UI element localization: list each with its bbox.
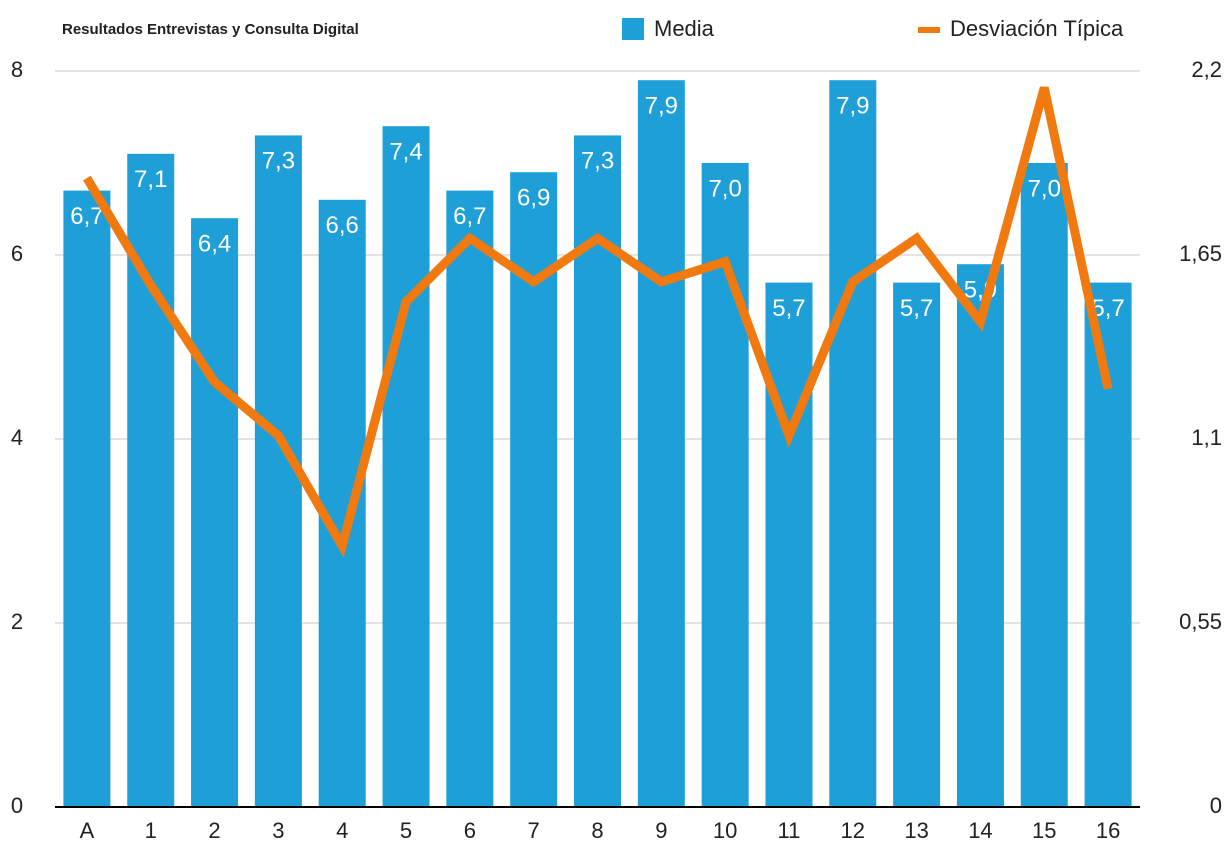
y-tick-label: 6 [11, 241, 23, 266]
y2-tick-label: 1,1 [1191, 425, 1222, 450]
x-tick-label: A [80, 818, 95, 843]
bar [829, 80, 877, 807]
y2-tick-label: 0,55 [1179, 609, 1222, 634]
y-tick-label: 8 [11, 57, 23, 82]
legend-label: Desviación Típica [950, 16, 1124, 41]
bar [63, 190, 111, 808]
data-label: 7,3 [581, 148, 614, 175]
data-label: 6,7 [453, 203, 486, 230]
bar [956, 264, 1004, 807]
chart-title: Resultados Entrevistas y Consulta Digita… [62, 21, 359, 38]
x-tick-label: 12 [841, 818, 865, 843]
data-label: 6,7 [70, 203, 103, 230]
x-tick-label: 2 [208, 818, 220, 843]
y-tick-label: 4 [11, 425, 23, 450]
data-label: 7,1 [134, 166, 167, 193]
data-label: 6,6 [326, 212, 359, 239]
bar [765, 282, 813, 808]
data-label: 7,9 [645, 93, 678, 120]
x-tick-label: 10 [713, 818, 737, 843]
legend-label: Media [654, 16, 715, 41]
x-tick-label: 6 [464, 818, 476, 843]
data-label: 7,9 [836, 93, 869, 120]
x-tick-label: 15 [1032, 818, 1056, 843]
x-tick-label: 11 [778, 818, 801, 843]
data-label: 7,4 [389, 139, 422, 166]
data-label: 6,9 [517, 185, 550, 212]
bar [1020, 163, 1068, 807]
y2-tick-label: 0 [1210, 793, 1222, 818]
bar [893, 282, 941, 808]
x-tick-label: 9 [655, 818, 667, 843]
x-tick-label: 8 [591, 818, 603, 843]
y2-tick-label: 2,2 [1191, 57, 1222, 82]
x-tick-label: 4 [336, 818, 348, 843]
x-tick-label: 16 [1096, 818, 1120, 843]
x-tick-label: 3 [272, 818, 284, 843]
x-tick-label: 14 [968, 818, 992, 843]
bar [1084, 282, 1132, 808]
x-tick-label: 1 [145, 818, 157, 843]
x-tick-label: 7 [528, 818, 540, 843]
bar [637, 80, 685, 807]
bar [446, 190, 494, 808]
x-tick-label: 5 [400, 818, 412, 843]
x-tick-label: 13 [904, 818, 928, 843]
y2-tick-label: 1,65 [1179, 241, 1222, 266]
data-label: 7,3 [262, 148, 295, 175]
data-label: 5,7 [900, 295, 933, 322]
bar [191, 218, 239, 807]
data-label: 7,0 [708, 175, 741, 202]
y-tick-label: 0 [11, 793, 23, 818]
data-label: 5,7 [772, 295, 805, 322]
legend-swatch [622, 18, 644, 40]
bar [318, 199, 366, 808]
data-label: 7,0 [1028, 175, 1061, 202]
bar [382, 126, 430, 807]
data-label: 6,4 [198, 231, 231, 258]
y-tick-label: 2 [11, 609, 23, 634]
line [83, 86, 1113, 558]
